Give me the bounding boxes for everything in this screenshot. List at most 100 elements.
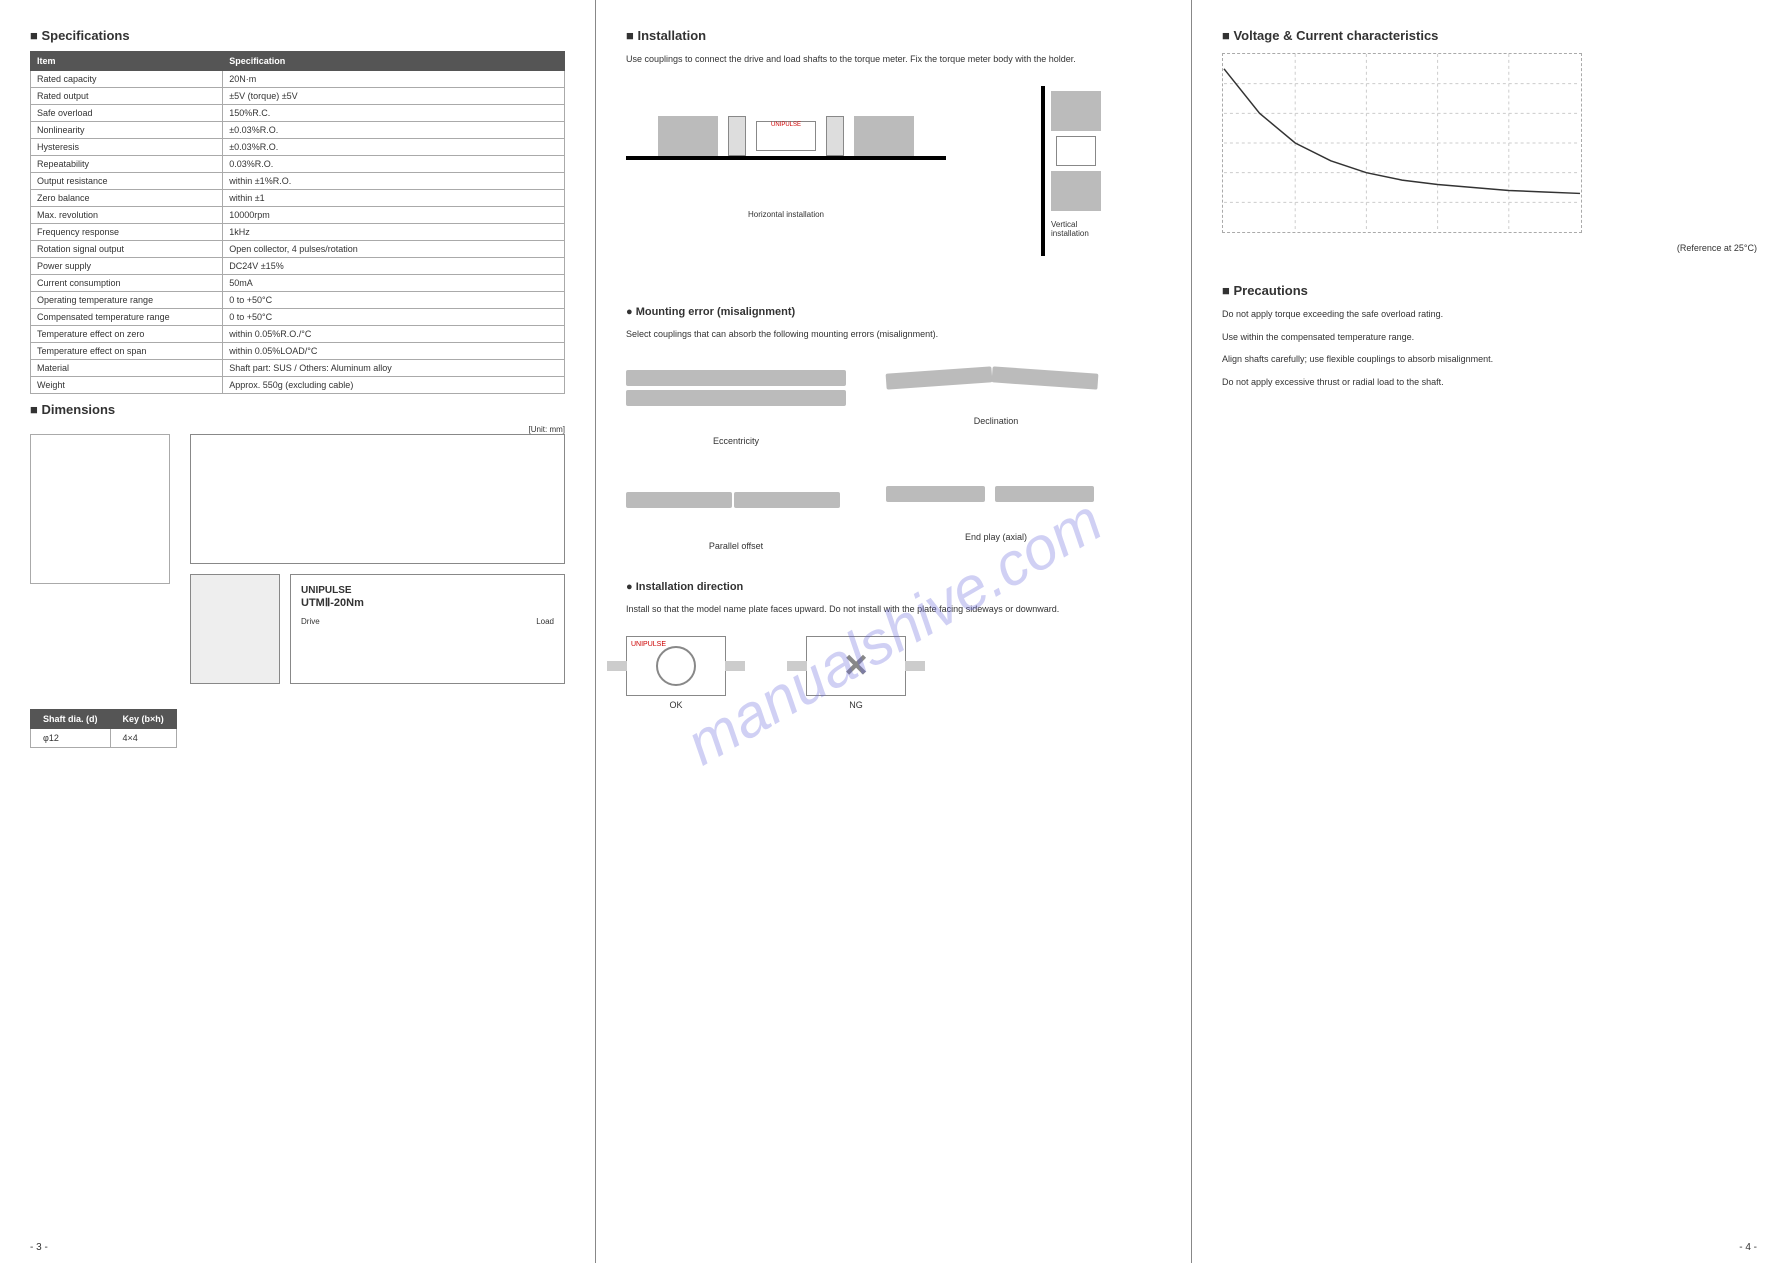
dir-ng-label: NG (806, 700, 906, 710)
dir-title: ● Installation direction (626, 581, 1161, 593)
spec-cell: Rotation signal output (31, 241, 223, 258)
spec-cell: Weight (31, 377, 223, 394)
spec-cell: ±5V (torque) ±5V (223, 88, 565, 105)
offset-icon (626, 492, 732, 508)
dim-table-cell: φ12 (31, 729, 111, 748)
dim-front-view: UNIPULSE UTMⅡ-20Nm Drive Load (290, 574, 565, 684)
note-item: Do not apply torque exceeding the safe o… (1222, 308, 1757, 321)
spec-cell: Current consumption (31, 275, 223, 292)
middle-column: ■ Installation Use couplings to connect … (596, 0, 1192, 1263)
spec-cell: 1kHz (223, 224, 565, 241)
spec-header-0: Item (31, 52, 223, 71)
spec-cell: Rated output (31, 88, 223, 105)
spec-cell: Output resistance (31, 173, 223, 190)
spec-cell: Nonlinearity (31, 122, 223, 139)
install-text: Use couplings to connect the drive and l… (626, 53, 1161, 66)
spec-cell: Zero balance (31, 190, 223, 207)
misalign-diagrams: Eccentricity Declination Parallel offset… (626, 370, 1161, 551)
spec-header-1: Specification (223, 52, 565, 71)
spec-cell: Hysteresis (31, 139, 223, 156)
note-item: Use within the compensated temperature r… (1222, 331, 1757, 344)
spec-cell: Operating temperature range (31, 292, 223, 309)
page-number-right: - 4 - (1739, 1242, 1757, 1253)
spec-cell: ±0.03%R.O. (223, 139, 565, 156)
spec-cell: Safe overload (31, 105, 223, 122)
direction-diagram: UNIPULSE OK × NG (626, 636, 1161, 710)
spec-cell: Rated capacity (31, 71, 223, 88)
spec-cell: within 0.05%LOAD/°C (223, 343, 565, 360)
endplay-icon (995, 486, 1094, 502)
spec-cell: Repeatability (31, 156, 223, 173)
eccentricity-icon (626, 370, 846, 386)
endplay-icon (886, 486, 985, 502)
spec-cell: 0 to +50°C (223, 309, 565, 326)
spec-cell: Temperature effect on zero (31, 326, 223, 343)
dim-side-view (190, 574, 280, 684)
chart-curve-line (1224, 69, 1580, 194)
notes-title: ■ Precautions (1222, 283, 1757, 298)
dim-main: UNIPULSE UTMⅡ-20Nm Drive Load (190, 434, 565, 694)
eccentricity-icon (626, 390, 846, 406)
spec-cell: 0 to +50°C (223, 292, 565, 309)
spec-cell: within 0.05%R.O./°C (223, 326, 565, 343)
misalign-label: Parallel offset (626, 541, 846, 551)
spec-cell: Open collector, 4 pulses/rotation (223, 241, 565, 258)
holder-icon (826, 116, 844, 156)
misalign-label: Eccentricity (626, 436, 846, 446)
horiz-label: Horizontal installation (626, 210, 946, 219)
offset-icon (734, 492, 840, 508)
load-icon (854, 116, 914, 156)
vi-chart (1222, 53, 1582, 233)
dim-unit: [Unit: mm] (30, 425, 565, 434)
dir-ok-label: OK (626, 700, 726, 710)
spec-cell: Approx. 550g (excluding cable) (223, 377, 565, 394)
left-column: ■ Specifications Item Specification Rate… (0, 0, 596, 1263)
spec-cell: Frequency response (31, 224, 223, 241)
misalign-label: Declination (886, 416, 1106, 426)
declination-icon (991, 367, 1097, 390)
spec-table: Item Specification Rated capacity20N·m R… (30, 51, 565, 394)
dim-brand: UNIPULSE (301, 585, 554, 596)
dim-table-header-1: Key (b×h) (110, 710, 176, 729)
dim-area: UNIPULSE UTMⅡ-20Nm Drive Load (30, 434, 565, 694)
motor-icon (658, 116, 718, 156)
spec-cell: 10000rpm (223, 207, 565, 224)
dim-table: Shaft dia. (d) Key (b×h) φ12 4×4 (30, 709, 177, 748)
motor-icon (1051, 91, 1101, 131)
dim-load-label: Load (536, 617, 554, 626)
chart-title: ■ Voltage & Current characteristics (1222, 28, 1757, 43)
spec-cell: Temperature effect on span (31, 343, 223, 360)
spec-cell: 0.03%R.O. (223, 156, 565, 173)
load-icon (1051, 171, 1101, 211)
vert-label: Vertical installation (1051, 220, 1101, 238)
declination-icon (886, 367, 992, 390)
misalign-label: End play (axial) (886, 532, 1106, 542)
dim-drive-label: Drive (301, 617, 320, 626)
spec-cell: within ±1 (223, 190, 565, 207)
spec-cell: 20N·m (223, 71, 565, 88)
chart-note: (Reference at 25°C) (1222, 243, 1757, 253)
vertical-install-diagram: Vertical installation (1051, 86, 1101, 256)
note-item: Do not apply excessive thrust or radial … (1222, 376, 1757, 389)
dim-table-cell: 4×4 (110, 729, 176, 748)
utm-icon: UNIPULSE (756, 121, 816, 151)
dim-top-view (190, 434, 565, 564)
dir-text: Install so that the model name plate fac… (626, 603, 1161, 616)
dim-title: ■ Dimensions (30, 402, 565, 417)
direction-ok-icon: UNIPULSE (626, 636, 726, 696)
page-number-left: - 3 - (30, 1242, 48, 1253)
spec-cell: Power supply (31, 258, 223, 275)
spec-cell: Shaft part: SUS / Others: Aluminum alloy (223, 360, 565, 377)
chart-grid (1224, 54, 1580, 232)
spec-cell: ±0.03%R.O. (223, 122, 565, 139)
note-item: Align shafts carefully; use flexible cou… (1222, 353, 1757, 366)
spec-cell: Compensated temperature range (31, 309, 223, 326)
dim-detail-box (30, 434, 170, 584)
utm-label: UNIPULSE (631, 641, 666, 648)
utm-icon (1056, 136, 1096, 166)
direction-ng-icon: × (806, 636, 906, 696)
spec-cell: within ±1%R.O. (223, 173, 565, 190)
holder-icon (728, 116, 746, 156)
horizontal-install-diagram: UNIPULSE Horizontal installation (626, 156, 946, 219)
spec-cell: DC24V ±15% (223, 258, 565, 275)
